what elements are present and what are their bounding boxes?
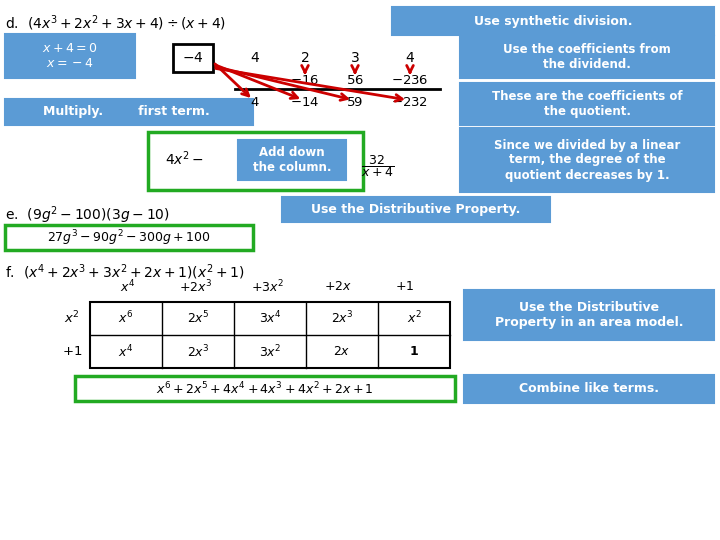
Text: $+1$: $+1$ (395, 280, 415, 294)
Bar (460, 83, 714, 125)
Text: $-14$: $-14$ (290, 96, 320, 109)
Text: These are the coefficients of
the quotient.: These are the coefficients of the quotie… (492, 90, 683, 118)
Bar (392, 7, 714, 35)
Text: $x + 4 = 0$
$x = -4$: $x + 4 = 0$ $x = -4$ (42, 42, 98, 70)
Text: $x^6$: $x^6$ (118, 310, 134, 327)
Text: $+2x$: $+2x$ (324, 280, 352, 294)
Text: $-16$: $-16$ (290, 73, 320, 86)
Text: $2x$: $2x$ (333, 345, 351, 358)
Text: $4$: $4$ (250, 96, 260, 109)
Bar (464, 375, 714, 403)
Bar (148, 132, 363, 190)
Text: $3$: $3$ (350, 51, 360, 65)
Text: $\mathbf{1}$: $\mathbf{1}$ (409, 345, 419, 358)
Text: $-236$: $-236$ (391, 73, 428, 86)
Text: $x^2$: $x^2$ (407, 310, 421, 327)
Text: Use the Distributive Property.: Use the Distributive Property. (311, 204, 521, 217)
Text: $x^4$: $x^4$ (120, 279, 135, 295)
Text: $+3x^2$: $+3x^2$ (251, 279, 284, 295)
Text: Multiply.        first term.: Multiply. first term. (42, 105, 210, 118)
Bar (238, 140, 346, 180)
Text: $27g^3 - 90g^2 - 300g + 100$: $27g^3 - 90g^2 - 300g + 100$ (48, 228, 211, 248)
Text: Use the Distributive
Property in an area model.: Use the Distributive Property in an area… (495, 301, 683, 329)
Text: e.  $(9g^2 - 100)(3g - 10)$: e. $(9g^2 - 100)(3g - 10)$ (5, 204, 170, 226)
Bar (75, 376, 455, 401)
Text: $-232$: $-232$ (392, 96, 428, 109)
Text: $59$: $59$ (346, 96, 364, 109)
Text: $56$: $56$ (346, 73, 364, 86)
Bar (90, 302, 450, 368)
Text: Use the coefficients from
the dividend.: Use the coefficients from the dividend. (503, 43, 671, 71)
Bar (464, 290, 714, 340)
Bar (5, 225, 253, 250)
Text: Combine like terms.: Combine like terms. (519, 382, 659, 395)
Text: $4$: $4$ (405, 51, 415, 65)
Text: $\dfrac{32}{x+4}$: $\dfrac{32}{x+4}$ (361, 153, 395, 179)
Text: d.  $(4x^3 + 2x^2 + 3x + 4) \div (x + 4)$: d. $(4x^3 + 2x^2 + 3x + 4) \div (x + 4)$ (5, 13, 226, 32)
Text: Add down
the column.: Add down the column. (253, 146, 331, 174)
Text: $x^2$: $x^2$ (64, 310, 80, 327)
Text: $2x^5$: $2x^5$ (186, 310, 210, 327)
Text: $2$: $2$ (300, 51, 310, 65)
Bar (460, 128, 714, 192)
Text: $2x^3$: $2x^3$ (186, 343, 210, 360)
Text: $x^6 + 2x^5 + 4x^4 + 4x^3 + 4x^2 + 2x + 1$: $x^6 + 2x^5 + 4x^4 + 4x^3 + 4x^2 + 2x + … (156, 381, 374, 397)
Text: $3x^2$: $3x^2$ (258, 343, 282, 360)
Text: $+2x^3$: $+2x^3$ (179, 279, 212, 295)
Bar (282, 197, 550, 222)
Text: Since we divided by a linear
term, the degree of the
quotient decreases by 1.: Since we divided by a linear term, the d… (494, 138, 680, 181)
Text: $-4$: $-4$ (182, 51, 204, 65)
Bar (5, 34, 135, 78)
Text: f.  $(x^4 + 2x^3 + 3x^2 + 2x + 1)(x^2 + 1)$: f. $(x^4 + 2x^3 + 3x^2 + 2x + 1)(x^2 + 1… (5, 262, 245, 281)
Text: $4$: $4$ (250, 51, 260, 65)
Text: $3x^4$: $3x^4$ (258, 310, 282, 327)
Text: $x^4$: $x^4$ (118, 343, 134, 360)
Bar (173, 44, 213, 72)
Text: $2x^3$: $2x^3$ (330, 310, 354, 327)
Bar (5, 99, 253, 125)
Bar (460, 36, 714, 78)
Text: $+1$: $+1$ (62, 345, 82, 358)
Text: Use synthetic division.: Use synthetic division. (474, 15, 632, 28)
Text: $4x^2 -$: $4x^2 -$ (166, 150, 204, 168)
